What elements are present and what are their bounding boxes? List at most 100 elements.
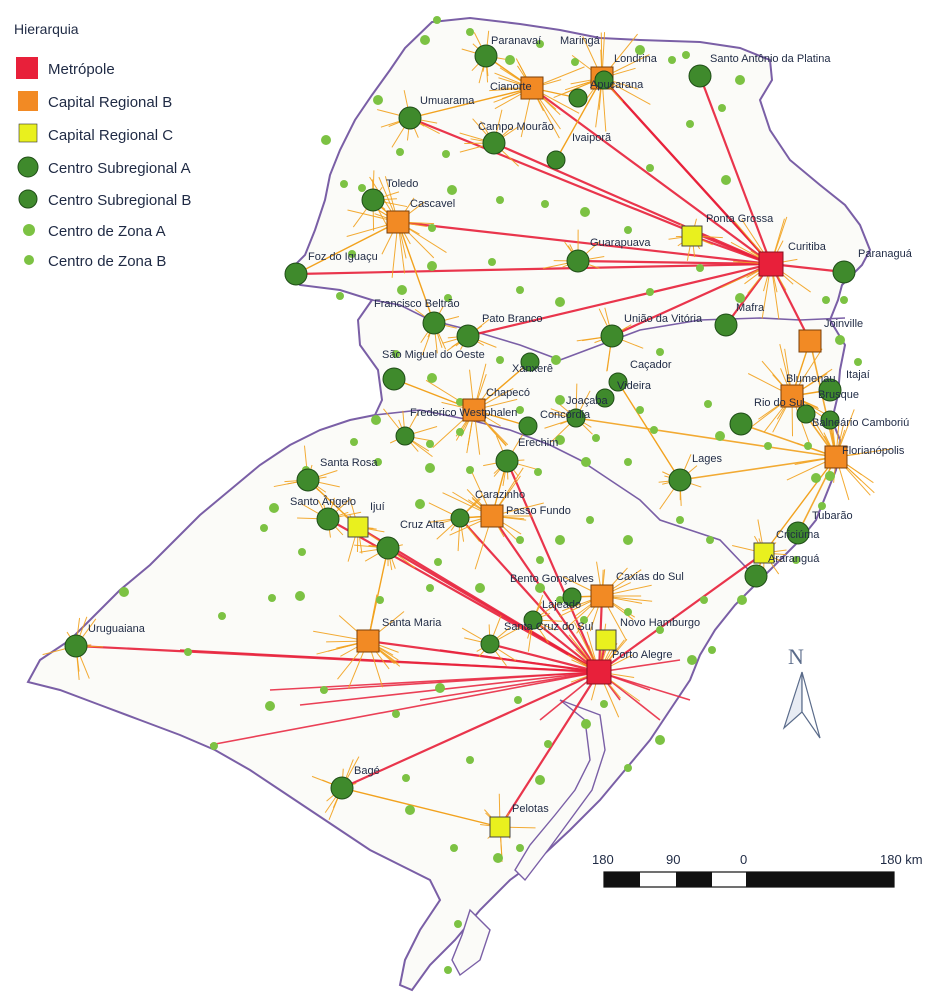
scale-label-0: 0 [740,852,747,867]
north-arrow: N [782,644,821,739]
link-porto-alegre-fan [179,649,600,673]
zone-centre-icon [434,558,442,566]
city-label-ponta-grossa: Ponta Grossa [706,213,774,225]
zone-centre-icon [655,735,665,745]
city-symbol-chapeco [462,398,486,422]
zone-centre-icon [825,471,835,481]
zone-centre-icon [260,524,268,532]
scale-label-180-left: 180 [592,852,614,867]
city-label-carazinho: Carazinho [475,489,525,501]
zone-centre-icon [624,458,632,466]
legend-symbol-sub-a [17,156,39,178]
zone-centre-icon [466,28,474,36]
link-santa-maria-cruz-alta [367,547,389,642]
state-border-sc-rs [374,409,761,583]
link-curitiba-joinville [770,263,811,342]
city-symbol-carazinho [450,508,470,528]
zone-centre-icon [811,473,821,483]
zone-centre-icon [420,35,430,45]
link-curitiba-cascavel [397,220,772,266]
zone-centre-icon [321,135,331,145]
city-symbol-lajeado [523,610,543,630]
zone-centre-icon [456,398,464,406]
scale-bar-segment [746,872,894,887]
zone-centre-icon [475,583,485,593]
city-label-ijui: Ijuí [370,501,385,513]
city-symbol-tubarao [786,521,810,545]
city-label-pelotas: Pelotas [512,803,549,815]
zone-centre-icon [516,536,524,544]
city-label-brusque: Brusque [818,389,859,401]
zone-centre-icon [505,55,515,65]
zone-centre-icon [721,175,731,185]
zone-centre-icon [516,406,524,414]
zone-centre-icon [624,608,632,616]
link-curitiba-santo-antonio-da-platina [698,75,773,265]
city-symbol-videira [595,388,615,408]
zone-centre-icon [516,286,524,294]
zone-centre-icon [450,844,458,852]
zone-centre-icon [184,648,192,656]
zone-centre-icon [427,261,437,271]
city-symbol-erechim [495,449,519,473]
city-symbol-cacador [608,372,628,392]
city-symbol-paranavai [474,44,498,68]
city-symbol-santa-rosa [296,468,320,492]
city-label-apucarana: Apucarana [590,79,644,91]
city-symbol-itajai [818,378,842,402]
zone-centre-icon [718,104,726,112]
zone-centre-icon [581,719,591,729]
zone-centre-icon [454,920,462,928]
city-label-cacador: Caçador [630,359,672,371]
zone-centre-icon [371,415,381,425]
legend-symbol-sub-b [18,189,38,209]
city-symbol-paranagua [832,260,856,284]
zone-centre-icon [373,95,383,105]
zone-centre-icon [348,250,356,258]
legend: Hierarquia Metrópole Capital Regional B … [14,21,191,270]
zone-centre-icon [792,556,800,564]
legend-label-zona-b: Centro de Zona B [48,253,166,270]
city-label-londrina: Londrina [614,53,658,65]
city-symbol-uniao-da-vitoria [600,324,624,348]
zone-centre-icon [218,612,226,620]
city-symbol-passo-fundo [480,504,504,528]
lagoon-mirim [451,908,491,977]
zone-centre-icon [336,292,344,300]
link-curitiba-campo-mourao [493,141,772,266]
city-label-uruguaiana: Uruguaiana [88,623,146,635]
zone-centre-icon [488,258,496,266]
zone-centre-icon [514,696,522,704]
zone-centre-icon [676,516,684,524]
scale-bar-segment [604,872,640,887]
city-symbol-francisco-beltrao [422,311,446,335]
zone-centre-icon [119,587,129,597]
city-symbol-apucarana [594,70,614,90]
zone-centre-icon [818,502,826,510]
zone-centre-icon [392,710,400,718]
zone-centre-icon [295,591,305,601]
zone-centre-icon [700,596,708,604]
city-symbol-novo-hamburgo [595,629,617,651]
city-label-guarapuava: Guarapuava [590,237,651,249]
legend-label-capital-c: Capital Regional C [48,127,173,144]
north-arrow-left-icon [782,671,803,730]
city-label-foz-do-iguacu: Foz do Iguaçu [308,251,378,263]
zone-centre-icon [426,440,434,448]
city-symbol-ponta-grossa [681,225,703,247]
zone-centre-icon [541,200,549,208]
zone-centre-icon [376,596,384,604]
zone-centre-icon [396,148,404,156]
scale-label-180-right: 180 km [880,852,923,867]
city-label-pato-branco: Pato Branco [482,313,543,325]
city-label-videira: Videira [617,380,652,392]
zone-centre-icon [623,535,633,545]
legend-title: Hierarquia [14,21,79,37]
zone-centre-icon [544,740,552,748]
zone-centre-icon [397,285,407,295]
zone-centre-icon [555,535,565,545]
zone-centre-icon [444,966,452,974]
city-symbol-santo-antonio-da-platina [688,64,712,88]
